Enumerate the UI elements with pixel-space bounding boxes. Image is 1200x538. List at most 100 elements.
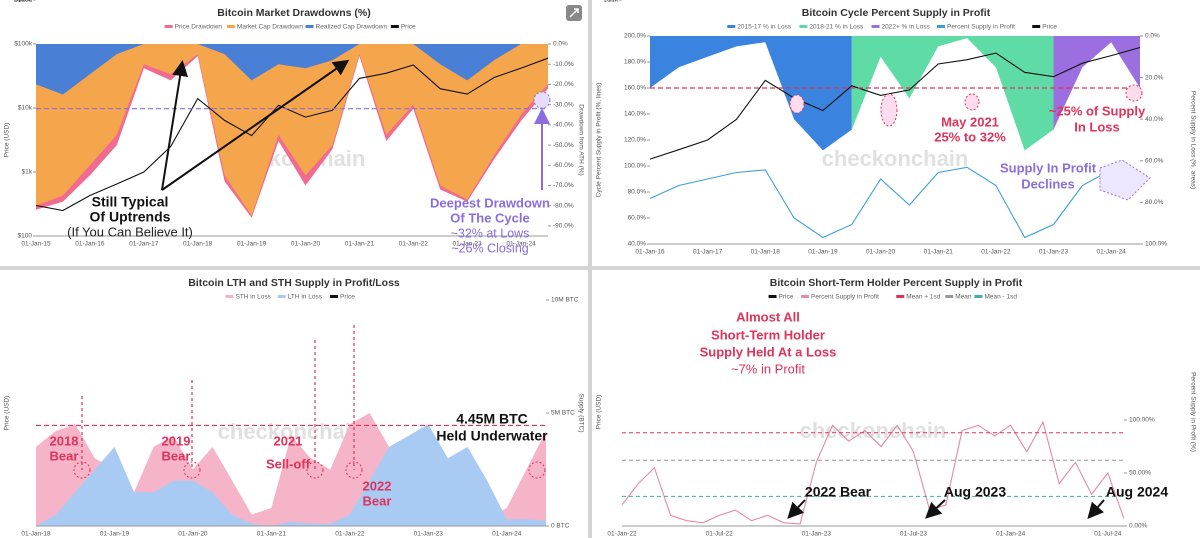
y2-axis-title: Percent Supply in Loss (%, areas) [1189, 91, 1196, 189]
legend-label: Price [340, 294, 355, 301]
annotation: Aug 2024 [1106, 484, 1168, 500]
x-tick-label: 01-Jan-24 [996, 531, 1026, 538]
legend-swatch [871, 25, 880, 28]
y-tick-label: $100 [18, 233, 33, 240]
annotation: Bear [50, 448, 79, 463]
y-tick-label: -50.0% [553, 142, 574, 149]
area [36, 44, 548, 216]
x-tick-label: 01-Jan-19 [100, 531, 130, 538]
legend-swatch [801, 295, 810, 298]
annotation: 2018 [50, 433, 79, 448]
legend-swatch [937, 25, 945, 28]
y-tick-label: -60.0% [553, 162, 574, 169]
highlight [183, 461, 201, 479]
y-axis-title: Cycle Percent Supply in Profit (%, lines… [596, 83, 603, 198]
annotation: 2021 [274, 433, 303, 448]
annotation: Supply Held At a Loss [700, 344, 837, 359]
y-tick-label: 0 BTC [551, 523, 570, 530]
y-axis-title: Price (USD) [4, 123, 11, 158]
y-tick-label: 40.0% [1145, 116, 1164, 123]
legend-label: 2018-21 % in Loss [809, 24, 864, 31]
y-tick-label: 5M BTC [551, 410, 575, 417]
x-tick-label: 01-Jan-16 [635, 249, 665, 256]
annotation: 2022 Bear [805, 484, 872, 500]
legend-swatch [226, 25, 235, 28]
line [621, 420, 1125, 525]
y-tick-label: -90.0% [553, 223, 574, 230]
y-tick-label: 0.0% [553, 41, 568, 48]
y-axis-title: Price (USD) [4, 396, 11, 431]
legend-label: Mean [955, 294, 972, 301]
y-tick-label: 100.00% [1129, 417, 1155, 424]
y-tick-label: 160.0% [624, 85, 646, 92]
x-tick-label: 01-Jan-19 [237, 241, 267, 248]
annotation: Deepest Drawdown [430, 195, 550, 210]
legend-swatch [164, 25, 173, 28]
y-tick-label: 120.0% [624, 137, 646, 144]
legend-label: 2015-17 % in Loss [737, 24, 792, 31]
x-tick-label: 01-Jan-18 [751, 249, 781, 256]
legend-label: Price [779, 294, 794, 301]
legend-label: Mean - 1sd [984, 294, 1017, 301]
y-axis-title: Price (USD) [596, 395, 603, 430]
arrow [787, 499, 806, 519]
chart: Bitcoin LTH and STH Supply in Profit/Los… [4, 0, 584, 538]
x-tick-label: 01-Jan-22 [607, 531, 637, 538]
x-tick-label: 01-Jul-23 [900, 531, 927, 538]
area [1053, 36, 1140, 130]
y-tick-label: 200.0% [624, 33, 646, 40]
y-tick-label: -80.0% [553, 202, 574, 209]
annotation: Supply In Profit [1000, 160, 1097, 175]
watermark: checkonchain [822, 146, 969, 171]
area [851, 36, 1054, 151]
x-tick-label: 01-Jan-20 [866, 249, 896, 256]
chart: Bitcoin Cycle Percent Supply in Profit 20… [596, 7, 1197, 256]
annotation: ~7% in Profit [731, 361, 805, 376]
arrow [161, 59, 350, 191]
highlight [345, 461, 363, 479]
legend-label: Price [401, 24, 416, 31]
line [649, 46, 1141, 160]
plots: Bitcoin Market Drawdowns (%) Price Drawdo… [4, 0, 1197, 538]
annotation: Bear [162, 448, 191, 463]
y-tick-label: 100.0% [1145, 241, 1167, 248]
line [35, 57, 549, 212]
annotations: Still Typical Of Uptrends (If You Can Be… [50, 5, 1168, 520]
chart: Bitcoin Market Drawdowns (%) Price Drawdo… [4, 7, 585, 248]
highlight [528, 461, 546, 479]
y-tick-label: $1k [608, 0, 619, 4]
x-tick-label: 01-Jan-24 [506, 241, 536, 248]
y-tick-label: -40.0% [553, 122, 574, 129]
panel [592, 270, 1200, 538]
annotation: Of Uptrends [90, 209, 171, 225]
legend-swatch [1032, 25, 1041, 28]
legend-label: Market Cap Drawdown [237, 24, 303, 31]
annotation: 2022 [363, 478, 392, 493]
annotation: 2019 [162, 433, 191, 448]
legend-swatch [305, 25, 314, 28]
y-tick-label: $1k [22, 169, 33, 176]
y-tick-label: $10k [18, 105, 33, 112]
x-tick-label: 01-Jan-23 [414, 531, 444, 538]
y-tick-label: 60.0% [628, 215, 647, 222]
chart: Bitcoin Short-Term Holder Percent Supply… [596, 0, 1196, 538]
annotation: Held Underwater [436, 428, 548, 444]
y-tick-label: 0.0% [1145, 33, 1160, 40]
x-tick-label: 01-Jul-22 [706, 531, 733, 538]
highlight [73, 461, 91, 479]
legend-label: STH in Loss [235, 294, 271, 301]
highlight [789, 94, 805, 114]
arrow [1087, 499, 1105, 520]
x-tick-label: 01-Jan-22 [399, 241, 429, 248]
legend-swatch [277, 295, 286, 298]
annotation: Almost All [736, 309, 800, 324]
expand-glyph [569, 8, 579, 18]
highlight [880, 93, 898, 127]
x-tick-label: 01-Jan-19 [808, 249, 838, 256]
x-tick-label: 01-Jan-20 [178, 531, 208, 538]
legend-label: LTH in Loss [288, 294, 323, 301]
highlight [1125, 84, 1143, 102]
annotation: Bear [363, 493, 392, 508]
x-tick-label: 01-Jan-16 [75, 241, 105, 248]
